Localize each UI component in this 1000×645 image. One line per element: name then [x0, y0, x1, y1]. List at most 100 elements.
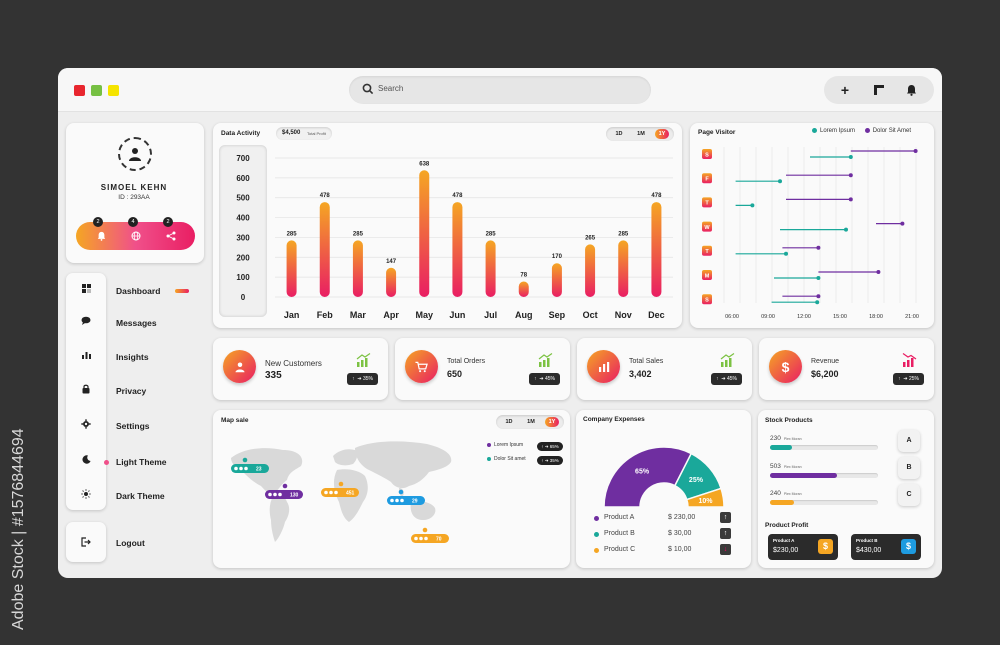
bar-value-label: 285: [486, 231, 497, 237]
avatar: [244, 466, 248, 471]
avatar: [278, 492, 282, 497]
bar-value-label: 147: [386, 259, 397, 265]
avatar: [239, 466, 243, 471]
avatar: [334, 490, 338, 495]
map-pin: [242, 457, 248, 463]
company-expenses-card: Company Expenses 65% 25% 10% Product A $ 2…: [576, 410, 751, 568]
visitor-point: [848, 173, 853, 178]
sidebar-item-insights[interactable]: Insights: [116, 352, 149, 362]
product-profit-name: Product B: [856, 538, 878, 543]
bar-value-label: 285: [287, 231, 298, 237]
legend-lorem-ipsum: Lorem Ipsum: [820, 128, 856, 135]
bar-value-label: 638: [419, 161, 430, 167]
search-bar[interactable]: Search: [349, 76, 651, 104]
globe-icon[interactable]: [131, 231, 141, 241]
range-1d-button[interactable]: 1D: [615, 131, 623, 137]
map-legend-change: 35%: [549, 458, 559, 463]
trend-up-icon: [356, 353, 371, 367]
avatar: [414, 536, 418, 541]
range-1y-button[interactable]: 1Y: [655, 129, 669, 139]
chat-icon[interactable]: [80, 316, 92, 328]
map-legend-row: Lorem Ipsum ↑ ➔ 65%: [487, 442, 567, 454]
sidebar-item-settings[interactable]: Settings: [116, 421, 150, 431]
user-icon: [129, 148, 141, 161]
map-legend-dolor-sit-amet: Dolor Sit amet: [494, 456, 526, 462]
logout-label[interactable]: Logout: [116, 538, 145, 548]
map-sale-range: 1D 1M 1Y: [496, 415, 564, 429]
day-label: F: [705, 177, 709, 183]
expense-value: $ 230,00: [668, 514, 696, 521]
stock-products-title: Stock Products: [765, 417, 813, 424]
window-minimize-dot[interactable]: [91, 85, 102, 96]
cart-icon: [405, 350, 438, 383]
map-marker-value: 451: [346, 490, 355, 496]
bar-value-label: 285: [618, 231, 629, 237]
visitor-point: [848, 155, 853, 159]
stock-item-value: 503: [770, 463, 781, 470]
stock-button-a[interactable]: A: [898, 430, 920, 452]
expense-label: Product B: [604, 530, 635, 537]
day-badge: [702, 149, 712, 159]
donut-slice-product-a: [603, 446, 693, 508]
sidebar-item-privacy[interactable]: Privacy: [116, 386, 147, 396]
notification-count-badge: 2: [93, 217, 103, 227]
avatar[interactable]: [118, 137, 152, 171]
share-icon[interactable]: [166, 231, 176, 241]
search-input[interactable]: Search: [378, 84, 404, 93]
bar-chart-icon[interactable]: [80, 350, 92, 362]
sidebar-item-light-theme[interactable]: Light Theme: [116, 457, 167, 467]
avatar: [273, 492, 277, 497]
sidebar-item-messages[interactable]: Messages: [116, 318, 157, 328]
stock-item-sub: Plex Moran: [783, 465, 802, 469]
stock-progress-fill: [770, 500, 794, 505]
add-icon[interactable]: +: [840, 82, 850, 98]
stat-card-new-customers: New Customers 335 ↑ ➔ 35%: [213, 338, 388, 400]
avatar: [324, 490, 328, 495]
window-icon[interactable]: [870, 81, 888, 99]
range-1d-button[interactable]: 1D: [505, 419, 513, 425]
range-1m-button[interactable]: 1M: [527, 419, 535, 425]
range-1y-button[interactable]: 1Y: [545, 417, 559, 427]
globe-count-badge: 4: [128, 217, 138, 227]
active-nav-indicator: [175, 289, 189, 293]
stat-change-chip: ↑ ➔ 25%: [893, 373, 924, 385]
stock-button-b[interactable]: B: [898, 457, 920, 479]
sidebar-item-dashboard[interactable]: Dashboard: [116, 286, 161, 296]
dashboard-window: Search + SIMOEL KEHN ID : 293AA: [58, 68, 942, 578]
logout-icon: [81, 537, 91, 547]
stock-item-label: 240 Plex Moran: [770, 490, 802, 497]
watermark-text: Adobe Stock | #1576844694: [10, 428, 27, 630]
map-legend-row: Dolor Sit amet ↑ ➔ 35%: [487, 456, 567, 468]
trend-down-icon: [902, 353, 917, 367]
trend-up-icon: [720, 353, 735, 367]
day-badge: [702, 173, 712, 184]
product-profit-a[interactable]: Product A $230,00 $: [768, 534, 838, 560]
map-marker-value: 70: [436, 536, 442, 542]
stock-button-c[interactable]: C: [898, 484, 920, 506]
stat-change-chip: ↑ ➔ 45%: [711, 373, 742, 385]
window-close-dot[interactable]: [74, 85, 85, 96]
gear-icon[interactable]: [80, 419, 92, 431]
data-activity-title: Data Activity: [221, 130, 261, 137]
notification-bell-icon[interactable]: [96, 231, 106, 241]
world-map: 23 130 451 29 70: [231, 441, 452, 543]
visitor-point: [848, 197, 853, 202]
bell-icon[interactable]: [902, 81, 920, 99]
product-profit-b[interactable]: Product B $430,00 $: [851, 534, 921, 560]
grid-icon[interactable]: [80, 284, 92, 296]
range-1m-button[interactable]: 1M: [637, 131, 645, 137]
sidebar-item-dark-theme[interactable]: Dark Theme: [116, 491, 165, 501]
stat-card-total-sales: Total Sales 3,402 ↑ ➔ 45%: [577, 338, 752, 400]
moon-icon[interactable]: [80, 455, 92, 467]
stock-item-label: 230 Plex Moran: [770, 435, 802, 442]
page-visitor-legend: Lorem Ipsum Dolor Sit Amet: [812, 128, 911, 134]
search-icon: [362, 83, 374, 95]
stock-item-value: 230: [770, 435, 781, 442]
logout-button[interactable]: [66, 522, 106, 562]
sun-icon[interactable]: [80, 489, 92, 501]
map-legend-chip: ↑ ➔ 35%: [537, 456, 563, 465]
trend-up-icon: ↑: [720, 528, 731, 539]
window-maximize-dot[interactable]: [108, 85, 119, 96]
lock-icon[interactable]: [80, 384, 92, 396]
visitor-point: [784, 251, 788, 256]
